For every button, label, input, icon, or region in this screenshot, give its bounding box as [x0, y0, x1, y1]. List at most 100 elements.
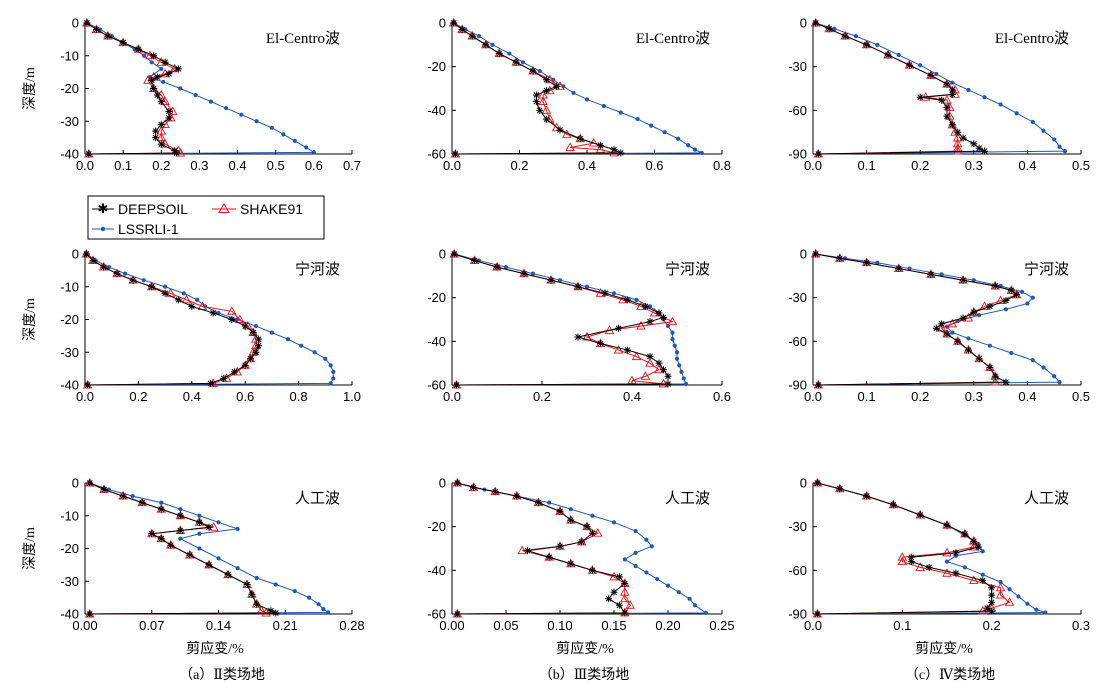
x-tick-label: 0.0	[76, 389, 94, 404]
y-tick-label: -10	[60, 279, 79, 294]
y-axis-label: 深度/m	[22, 298, 38, 341]
data-point-lssrli	[665, 583, 671, 588]
data-point-lssrli	[106, 265, 112, 270]
series-shake91	[85, 477, 271, 618]
data-point-deepsoil	[624, 296, 631, 304]
data-point-lssrli	[216, 520, 221, 525]
x-axis-label-col-c: 剪应变/%	[915, 640, 973, 657]
data-point-deepsoil	[228, 316, 236, 323]
data-point-shake91	[645, 358, 655, 367]
data-point-deepsoil	[664, 372, 672, 380]
data-point-deepsoil	[453, 479, 461, 487]
data-point-lssrli	[692, 603, 698, 608]
data-point-lssrli	[980, 572, 985, 577]
data-point-lssrli	[590, 513, 595, 518]
data-point-lssrli	[674, 356, 680, 361]
series-deepsoil	[86, 479, 280, 618]
data-point-deepsoil	[173, 149, 181, 157]
data-point-deepsoil	[532, 91, 540, 99]
data-point-deepsoil	[938, 96, 946, 104]
data-point-deepsoil	[578, 538, 586, 546]
series-line-lssrli	[86, 253, 334, 386]
data-point-lssrli	[966, 87, 971, 93]
data-point-lssrli	[163, 284, 168, 289]
data-point-lssrli	[1019, 289, 1025, 294]
data-point-lssrli	[1003, 307, 1009, 312]
data-point-lssrli	[939, 272, 944, 277]
data-point-lssrli	[285, 337, 291, 342]
data-point-lssrli	[224, 106, 229, 111]
data-point-deepsoil	[453, 610, 461, 618]
data-point-lssrli	[584, 97, 590, 102]
data-point-deepsoil	[450, 19, 458, 27]
data-point-deepsoil	[948, 86, 956, 94]
data-point-deepsoil	[157, 140, 165, 148]
x-tick-label: 0.2	[533, 389, 551, 404]
data-point-deepsoil	[975, 144, 983, 152]
data-point-deepsoil	[588, 566, 596, 574]
data-point-lssrli	[633, 528, 638, 534]
series-deepsoil	[82, 250, 263, 389]
data-point-shake91	[565, 142, 575, 151]
data-point-deepsoil	[83, 19, 91, 27]
y-tick-label: -10	[60, 48, 79, 63]
series-deepsoil	[812, 250, 1021, 389]
data-point-lssrli	[670, 337, 675, 342]
y-tick-label: 0	[800, 247, 807, 262]
data-point-deepsoil	[948, 90, 956, 98]
data-point-deepsoil	[231, 368, 239, 376]
data-point-lssrli	[692, 147, 698, 152]
y-tick-label: -40	[60, 378, 79, 393]
x-tick-label: 0.2	[510, 158, 528, 173]
data-point-lssrli	[962, 565, 967, 570]
series-line-deepsoil	[815, 22, 987, 155]
series-line-deepsoil	[85, 253, 260, 386]
data-point-lssrli	[601, 103, 606, 109]
data-point-lssrli	[561, 84, 566, 89]
chart-panels: 0.0 0.1 0.2 0.3 0.4 0.5 0.6 0.7 0 -10 -20 -30 -40 El-…	[22, 16, 1090, 634]
data-point-deepsoil	[553, 82, 561, 90]
data-point-lssrli	[649, 544, 654, 549]
data-point-lssrli	[687, 596, 692, 601]
data-point-deepsoil	[134, 45, 142, 53]
data-point-lssrli	[253, 323, 258, 329]
legend-label-deepsoil: DEEPSOIL	[118, 201, 188, 217]
data-point-lssrli	[195, 297, 200, 302]
data-point-deepsoil	[220, 374, 228, 382]
y-tick-label: -60	[788, 563, 807, 578]
data-point-deepsoil	[129, 276, 137, 284]
data-point-deepsoil	[621, 579, 629, 587]
data-point-lssrli	[918, 63, 923, 68]
data-point-deepsoil	[529, 67, 537, 75]
x-tick-label: 0.21	[273, 618, 298, 633]
data-point-deepsoil	[543, 115, 550, 123]
data-point-deepsoil	[988, 584, 996, 592]
data-point-lssrli	[634, 297, 639, 302]
data-point-deepsoil	[100, 486, 108, 494]
data-point-deepsoil	[836, 485, 844, 493]
series-line-lssrli	[89, 482, 330, 615]
y-tick-label: -30	[60, 574, 79, 589]
data-point-lssrli	[269, 125, 274, 130]
data-point-lssrli	[331, 369, 336, 374]
data-point-lssrli	[197, 546, 202, 551]
legend-item-lssrli: LSSRLI-1	[92, 221, 179, 237]
data-point-shake91	[175, 147, 186, 157]
data-point-deepsoil	[253, 600, 261, 608]
data-point-deepsoil	[206, 379, 214, 387]
data-point-deepsoil	[470, 483, 478, 491]
data-point-lssrli	[907, 266, 912, 271]
data-point-shake91	[593, 528, 603, 537]
x-tick-label: 0.4	[578, 158, 596, 173]
data-point-lssrli	[568, 507, 573, 512]
data-point-lssrli	[142, 53, 147, 58]
x-tick-label: 0.7	[343, 158, 361, 173]
data-point-lssrli	[557, 278, 563, 283]
data-point-lssrli	[633, 550, 638, 555]
data-point-deepsoil	[813, 610, 821, 618]
data-point-lssrli	[966, 336, 971, 341]
data-point-deepsoil	[986, 364, 994, 372]
x-tick-label: 0.1	[114, 158, 132, 173]
x-tick-label: 0.28	[339, 618, 364, 633]
